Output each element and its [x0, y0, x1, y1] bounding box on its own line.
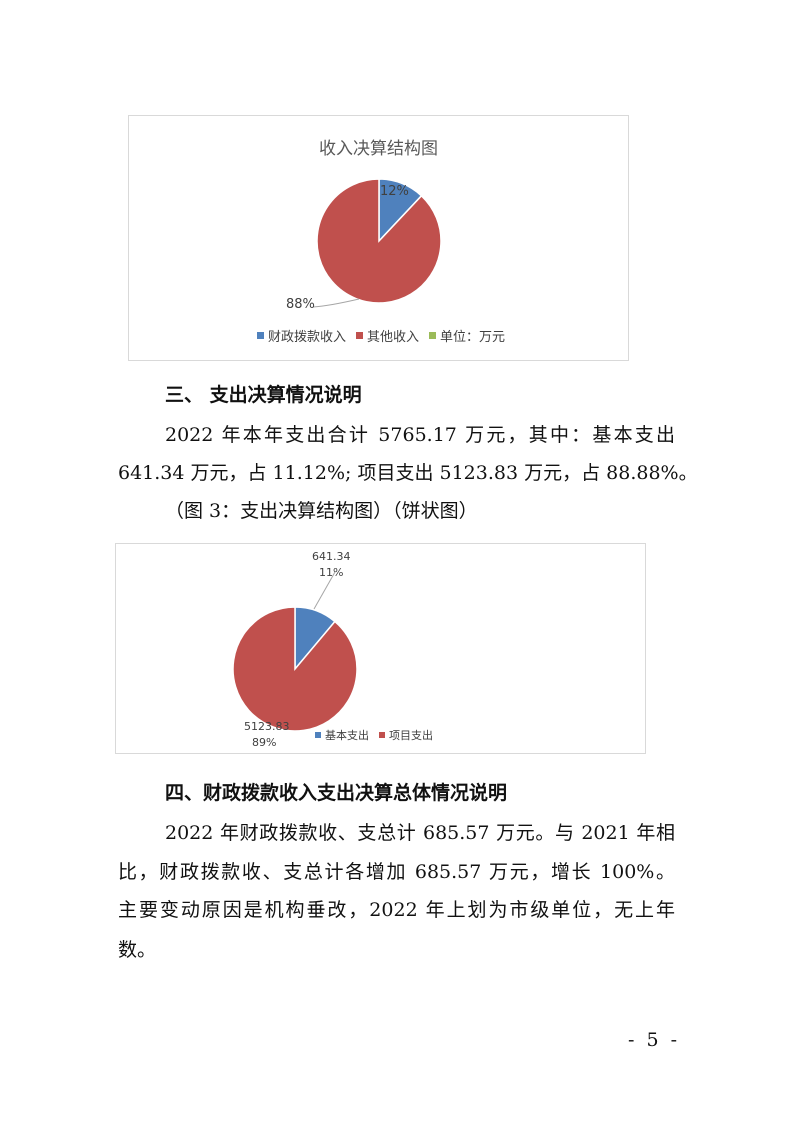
legend-swatch [356, 332, 364, 339]
legend-swatch [315, 732, 321, 738]
pie-slice-other [316, 178, 442, 304]
legend-label: 基本支出 [325, 729, 369, 742]
chart-legend: 财政拨款收入 其他收入 单位：万元 [257, 326, 511, 345]
paragraph-line: 数。 [118, 939, 157, 961]
paragraph-line: 641.34 万元，占 11.12%; 项目支出 5123.83 万元，占 88… [118, 462, 698, 484]
data-label-project-value: 5123.83 [244, 720, 290, 733]
paragraph-line: 比，财政拨款收、支总计各增加 685.57 万元，增长 100%。 [118, 861, 675, 883]
legend-label: 项目支出 [389, 729, 433, 742]
data-label-basic-percent: 11% [319, 566, 344, 579]
income-pie-chart: 收入决算结构图 12% 88% 财政拨款收入 其他收入 单位：万元 [128, 115, 629, 361]
section-3-heading: 三、 支出决算情况说明 [165, 384, 362, 406]
page-number: - 5 - [628, 1029, 681, 1051]
paragraph-line: 2022 年财政拨款收、支总计 685.57 万元。与 2021 年相 [165, 822, 675, 844]
legend-item: 财政拨款收入 [257, 326, 346, 345]
data-label-fiscal: 12% [380, 184, 409, 199]
legend-swatch [257, 332, 264, 339]
legend-swatch [379, 732, 385, 738]
chart-title: 收入决算结构图 [319, 139, 438, 159]
paragraph-line: 主要变动原因是机构垂改，2022 年上划为市级单位，无上年 [118, 899, 675, 921]
legend-item: 项目支出 [379, 727, 433, 743]
paragraph-line: 2022 年本年支出合计 5765.17 万元，其中：基本支出 [165, 424, 675, 446]
leader-line [312, 298, 360, 308]
pie-plot [312, 178, 442, 308]
legend-label: 单位：万元 [440, 330, 506, 345]
data-label-project-percent: 89% [252, 736, 277, 749]
legend-item: 基本支出 [315, 727, 369, 743]
pie-plot [232, 571, 358, 732]
data-label-other: 88% [286, 297, 315, 312]
legend-item: 单位：万元 [429, 326, 505, 345]
figure-caption: （图 3：支出决算结构图）（饼状图） [165, 500, 478, 522]
data-label-basic-value: 641.34 [312, 550, 351, 563]
pie-slice-project [232, 606, 358, 732]
legend-label: 其他收入 [367, 330, 420, 345]
legend-item: 其他收入 [356, 326, 419, 345]
legend-label: 财政拨款收入 [268, 330, 347, 345]
chart-legend: 基本支出 项目支出 [315, 727, 439, 743]
expenditure-pie-chart: 641.34 11% 5123.83 89% 基本支出 项目支出 [115, 543, 646, 754]
legend-swatch [429, 332, 437, 339]
section-4-heading: 四、财政拨款收入支出决算总体情况说明 [165, 782, 508, 804]
leader-line [313, 571, 336, 610]
